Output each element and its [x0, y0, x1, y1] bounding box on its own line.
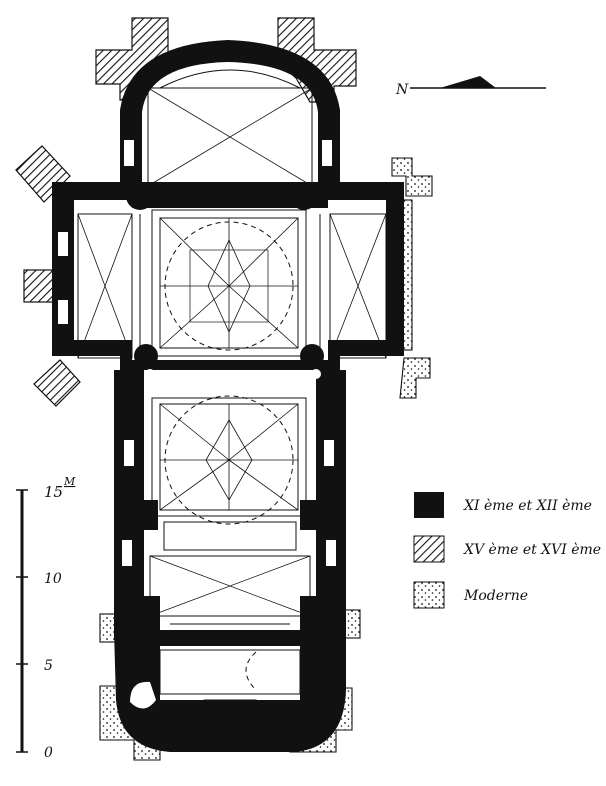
romanesque-walls — [52, 40, 404, 752]
apse-wall — [120, 40, 340, 182]
pier — [132, 500, 158, 530]
legend-label: XI ème et XII ème — [463, 498, 592, 514]
pier — [300, 500, 326, 530]
legend-swatch-hatched — [413, 535, 445, 563]
modern-right-lower — [399, 357, 431, 399]
wall-openings — [58, 140, 336, 709]
modern-right-upper — [391, 157, 433, 197]
interior-bays — [77, 69, 387, 713]
scale-tick-label: 15 — [44, 483, 63, 501]
legend-swatch-solid — [414, 492, 444, 518]
buttress-left-middle — [23, 269, 55, 303]
legend-label: XV ème et XVI ème — [463, 542, 601, 558]
pier — [290, 182, 318, 210]
scale-tick-label: 0 — [44, 745, 53, 761]
north-arrow: N — [395, 76, 546, 98]
scale-tick-label: 5 — [44, 658, 53, 674]
scale-unit-label: M — [63, 475, 76, 488]
north-label: N — [395, 82, 409, 98]
buttress-left-lower — [33, 359, 81, 407]
buttress-top-left — [95, 17, 169, 101]
scale-bar: 15 M 10 5 0 — [16, 475, 76, 761]
pier — [126, 182, 154, 210]
legend-swatch-dotted — [413, 581, 445, 609]
legend-label: Moderne — [463, 588, 528, 604]
scale-tick-label: 10 — [44, 571, 62, 587]
legend: XI ème et XII ème XV ème et XVI ème Mode… — [413, 492, 601, 609]
hatched-buttresses — [15, 17, 357, 407]
west-end-wall — [114, 630, 346, 752]
